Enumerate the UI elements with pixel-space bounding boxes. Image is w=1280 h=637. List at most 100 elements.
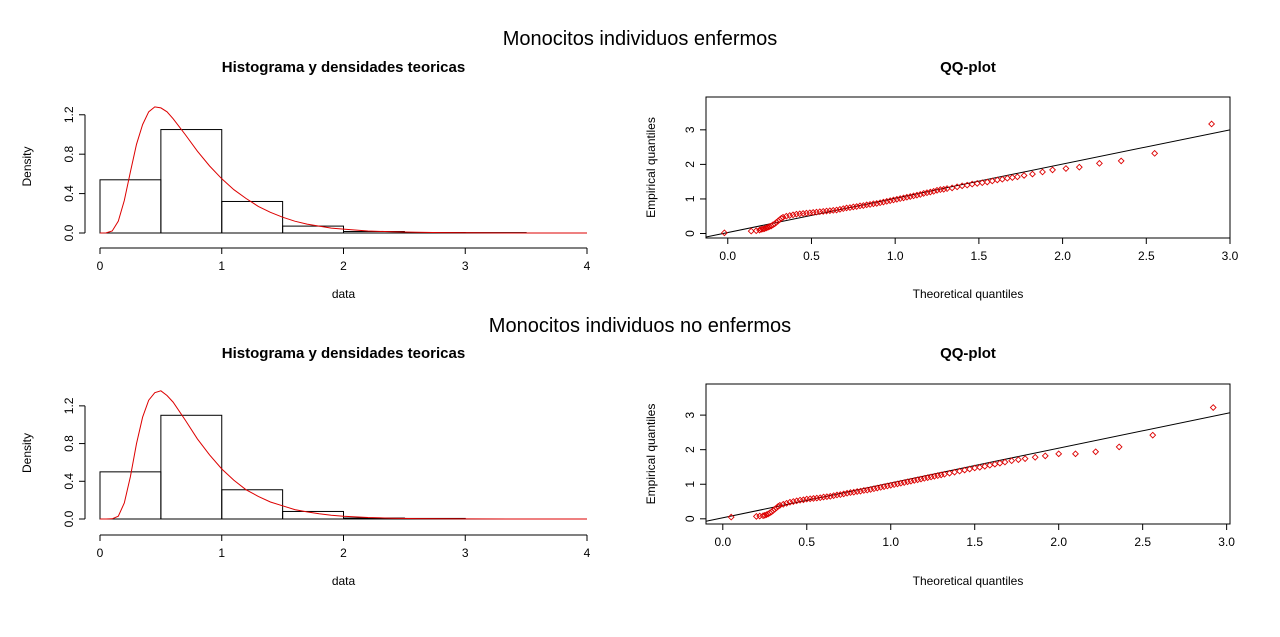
qq-point <box>1031 453 1039 461</box>
qq-point <box>863 201 871 209</box>
qq-point <box>856 202 864 210</box>
qq-reference-line <box>706 412 1230 522</box>
panel-title: QQ-plot <box>940 59 996 76</box>
qq-point <box>796 210 804 218</box>
y-tick-label: 0 <box>683 230 697 237</box>
qq-point <box>747 227 755 235</box>
qq-point <box>761 511 769 519</box>
x-tick-label: 0.5 <box>803 249 820 263</box>
x-tick-label: 3 <box>462 546 469 560</box>
x-axis-label: Theoretical quantiles <box>913 574 1024 588</box>
qq-point <box>803 495 811 503</box>
qq-point <box>853 203 861 210</box>
qq-point <box>887 481 895 489</box>
qq-point <box>840 490 848 498</box>
qq-point <box>789 498 797 505</box>
qq-point <box>796 496 804 504</box>
y-tick-label: 3 <box>683 126 697 133</box>
x-tick-label: 0 <box>97 259 104 273</box>
qq-point <box>893 195 901 203</box>
qq-point <box>1149 431 1157 439</box>
qq-point <box>916 191 924 198</box>
qq-point <box>836 491 844 499</box>
qq-point <box>894 480 901 488</box>
qq-point <box>720 229 728 237</box>
qq-point <box>866 201 874 208</box>
x-tick-label: 1 <box>218 259 225 273</box>
qq-point <box>910 477 918 484</box>
qq-point <box>920 189 928 197</box>
qq-point <box>752 227 760 235</box>
qq-point <box>823 493 831 501</box>
qq-point <box>849 203 857 211</box>
qq-point <box>940 185 948 193</box>
density-curve <box>99 106 587 234</box>
y-axis-label: Empirical quantiles <box>644 117 658 218</box>
plot-box <box>705 96 1231 239</box>
y-tick-label: 0.0 <box>62 224 76 241</box>
qq-point <box>927 473 935 481</box>
qq-point <box>876 199 884 207</box>
x-tick-label: 1.5 <box>971 249 988 263</box>
x-tick-label: 0 <box>97 546 104 560</box>
qq-point <box>877 483 885 491</box>
x-tick-label: 4 <box>584 259 591 273</box>
qq-point <box>799 210 807 217</box>
qq-point <box>727 513 735 521</box>
y-tick-label: 0.0 <box>62 510 76 527</box>
y-tick-label: 0 <box>683 515 697 522</box>
qq-point <box>829 206 837 214</box>
qq-point <box>873 484 881 492</box>
qq-point <box>843 204 851 212</box>
qq-point <box>833 206 841 214</box>
panel-4: QQ-plot Theoretical quantiles Empirical qu… <box>644 345 1235 588</box>
qq-point <box>762 224 770 232</box>
qq-point <box>833 491 841 499</box>
y-axis-label: Empirical quantiles <box>644 404 658 505</box>
y-tick-label: 0.8 <box>62 435 76 452</box>
qq-point <box>816 208 824 216</box>
x-tick-label: 2 <box>340 546 347 560</box>
panel-title: QQ-plot <box>940 345 996 362</box>
qq-point <box>920 474 928 482</box>
qq-point <box>907 477 915 485</box>
x-tick-label: 1.0 <box>887 249 904 263</box>
y-tick-label: 1.2 <box>62 106 76 123</box>
row-title-enfermos: Monocitos individuos enfermos <box>503 28 778 50</box>
qq-point <box>930 187 938 195</box>
x-axis-label: Theoretical quantiles <box>913 287 1024 301</box>
y-tick-label: 0.4 <box>62 185 76 202</box>
qq-point <box>936 186 944 194</box>
x-tick-label: 0.0 <box>719 249 736 263</box>
qq-point <box>873 200 881 207</box>
qq-point <box>757 225 765 233</box>
x-tick-label: 2.0 <box>1054 249 1071 263</box>
qq-point <box>853 488 861 495</box>
qq-point <box>897 479 905 487</box>
qq-point <box>813 494 821 502</box>
qq-point <box>826 207 834 215</box>
qq-point <box>777 214 785 222</box>
y-tick-label: 0.8 <box>62 146 76 163</box>
qq-point <box>1020 172 1028 179</box>
x-tick-label: 3.0 <box>1218 535 1235 549</box>
qq-point <box>1075 163 1083 171</box>
qq-point <box>1062 165 1070 172</box>
y-axis-label: Density <box>20 433 34 473</box>
x-tick-label: 1.5 <box>966 535 983 549</box>
qq-point <box>930 472 938 480</box>
qq-point <box>890 481 898 489</box>
qq-point <box>813 208 820 216</box>
x-tick-label: 3.0 <box>1222 249 1239 263</box>
qq-point <box>774 502 782 510</box>
qq-point <box>1021 455 1029 463</box>
qq-point <box>1001 458 1009 466</box>
x-tick-label: 4 <box>584 546 591 560</box>
qq-point <box>846 489 854 496</box>
y-tick-label: 3 <box>683 411 697 418</box>
qq-point <box>783 499 791 507</box>
qq-point <box>1151 149 1159 157</box>
qq-point <box>806 495 814 503</box>
y-tick-label: 1 <box>683 481 697 488</box>
